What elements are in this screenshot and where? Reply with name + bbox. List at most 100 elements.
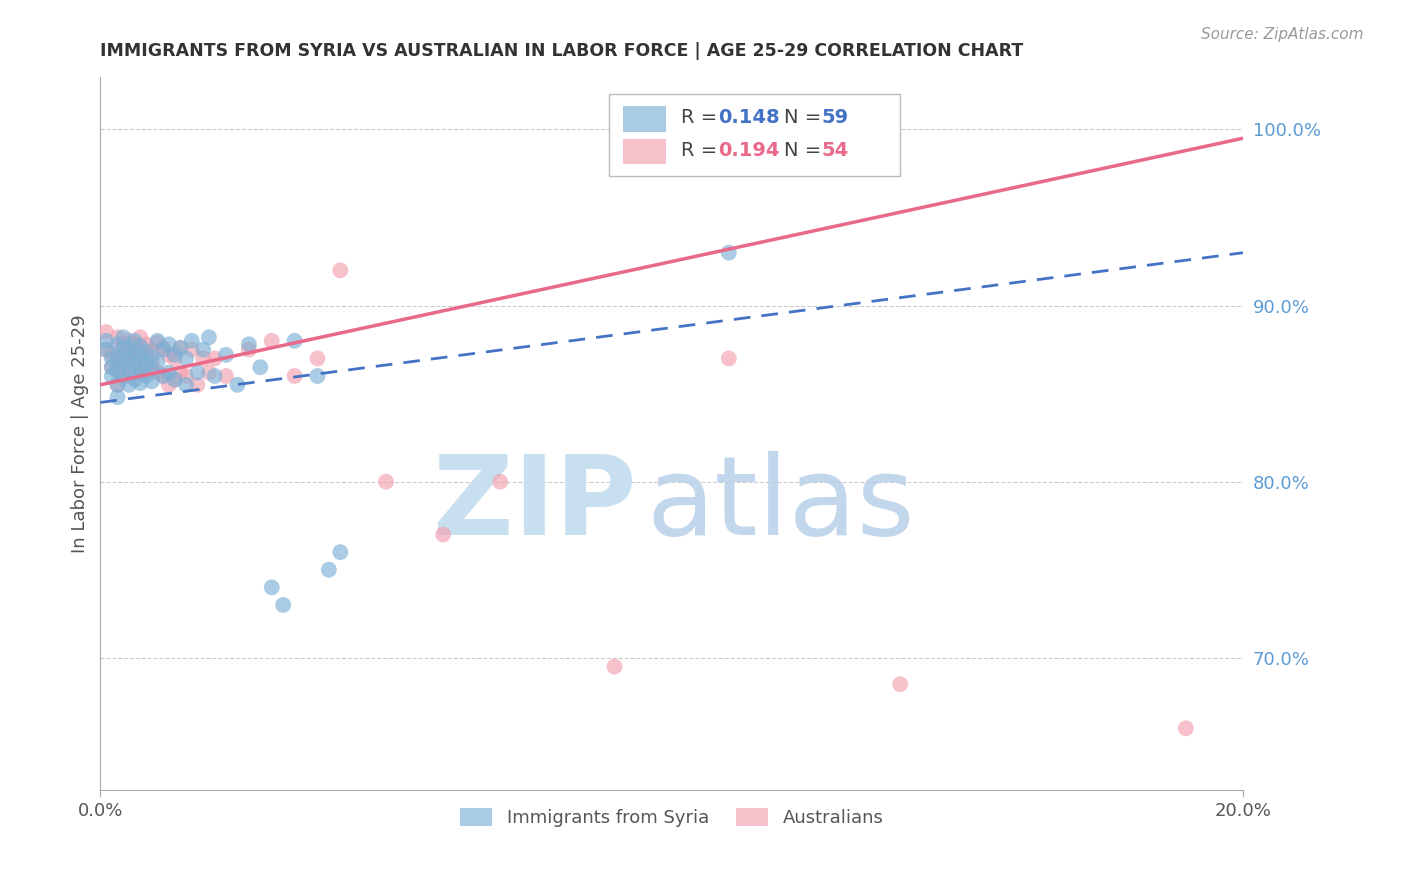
Point	[124, 359, 146, 373]
Point	[107, 377, 129, 392]
Point	[169, 341, 191, 355]
Point	[432, 527, 454, 541]
Point	[260, 334, 283, 348]
Text: atlas: atlas	[645, 451, 914, 558]
Point	[94, 325, 117, 339]
Point	[238, 343, 260, 357]
Point	[318, 563, 340, 577]
Point	[198, 330, 221, 344]
FancyBboxPatch shape	[623, 106, 666, 131]
Point	[129, 364, 152, 378]
Point	[226, 377, 249, 392]
Point	[107, 362, 129, 376]
Point	[107, 330, 129, 344]
Point	[329, 545, 352, 559]
Point	[152, 369, 174, 384]
Point	[186, 377, 208, 392]
Point	[146, 334, 169, 348]
Point	[124, 334, 146, 348]
Point	[129, 346, 152, 360]
Point	[107, 390, 129, 404]
Y-axis label: In Labor Force | Age 25-29: In Labor Force | Age 25-29	[72, 314, 89, 552]
Point	[204, 351, 226, 366]
Point	[307, 369, 329, 384]
Point	[118, 366, 141, 380]
Point	[174, 377, 197, 392]
Point	[249, 360, 271, 375]
Point	[146, 335, 169, 350]
Point	[174, 351, 197, 366]
Point	[889, 677, 911, 691]
Point	[180, 334, 202, 348]
Point	[717, 245, 740, 260]
Point	[186, 366, 208, 380]
Point	[107, 377, 129, 392]
Point	[112, 366, 135, 380]
Point	[169, 341, 191, 355]
Text: R =: R =	[681, 141, 723, 161]
Point	[198, 366, 221, 380]
Point	[157, 377, 180, 392]
Point	[101, 351, 124, 366]
Point	[146, 366, 169, 380]
Point	[135, 369, 157, 384]
Point	[124, 337, 146, 351]
Text: R =: R =	[681, 109, 723, 128]
Point	[112, 351, 135, 366]
Point	[107, 337, 129, 351]
Point	[603, 659, 626, 673]
Point	[141, 362, 163, 376]
Point	[124, 351, 146, 366]
Point	[135, 351, 157, 366]
Text: 0.148: 0.148	[718, 109, 780, 128]
FancyBboxPatch shape	[623, 138, 666, 164]
Point	[118, 341, 141, 355]
Point	[94, 343, 117, 357]
Text: N =: N =	[783, 141, 827, 161]
Point	[101, 369, 124, 384]
Point	[135, 366, 157, 380]
Point	[163, 372, 186, 386]
Text: Source: ZipAtlas.com: Source: ZipAtlas.com	[1201, 27, 1364, 42]
FancyBboxPatch shape	[609, 95, 900, 177]
Point	[118, 377, 141, 392]
Point	[129, 351, 152, 366]
Point	[141, 374, 163, 388]
Legend: Immigrants from Syria, Australians: Immigrants from Syria, Australians	[453, 801, 891, 834]
Point	[112, 337, 135, 351]
Point	[152, 343, 174, 357]
Point	[284, 334, 307, 348]
Point	[135, 357, 157, 371]
Point	[101, 360, 124, 375]
Point	[129, 339, 152, 353]
Point	[157, 366, 180, 380]
Point	[141, 357, 163, 371]
Point	[112, 369, 135, 384]
Point	[101, 360, 124, 375]
Point	[163, 351, 186, 366]
Point	[124, 366, 146, 380]
Point	[157, 337, 180, 351]
Point	[101, 348, 124, 362]
Point	[118, 369, 141, 384]
Point	[107, 364, 129, 378]
Text: 0.194: 0.194	[718, 141, 780, 161]
Point	[1174, 721, 1197, 735]
Point	[204, 369, 226, 384]
Text: ZIP: ZIP	[433, 451, 637, 558]
Point	[94, 343, 117, 357]
Point	[135, 337, 157, 351]
Text: 59: 59	[821, 109, 848, 128]
Point	[129, 362, 152, 376]
Point	[163, 348, 186, 362]
Point	[118, 353, 141, 368]
Point	[112, 355, 135, 369]
Point	[193, 343, 215, 357]
Point	[129, 330, 152, 344]
Point	[284, 369, 307, 384]
Point	[271, 598, 294, 612]
Point	[152, 369, 174, 384]
Point	[717, 351, 740, 366]
Point	[141, 343, 163, 357]
Point	[215, 369, 238, 384]
